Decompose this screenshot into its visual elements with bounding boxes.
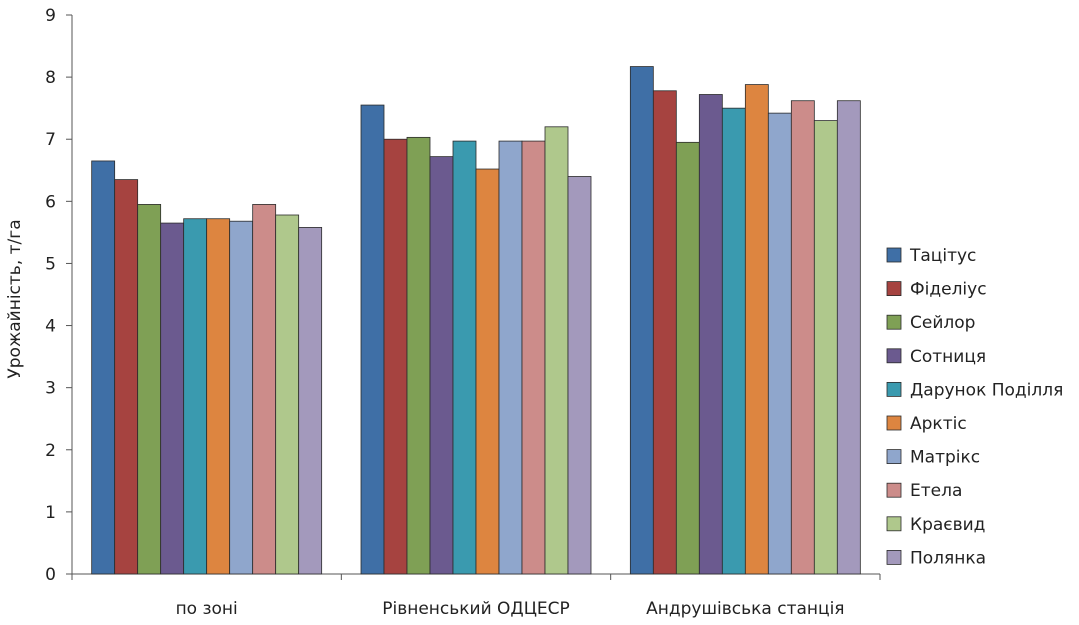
y-tick-label: 7 <box>45 130 56 150</box>
bar <box>406 136 431 575</box>
y-tick-label: 8 <box>45 68 56 88</box>
bar <box>137 204 162 575</box>
legend-swatch <box>886 449 902 465</box>
bar <box>790 100 815 575</box>
y-tick-label: 2 <box>45 441 56 461</box>
legend-swatch <box>886 381 902 397</box>
legend-label: Фіделіус <box>910 280 987 300</box>
y-axis-title: Урожайність, т/га <box>5 219 25 378</box>
legend-swatch <box>886 482 902 498</box>
bar <box>629 66 654 575</box>
legend-label: Сотниця <box>910 347 986 367</box>
legend-label: Краєвид <box>910 515 985 535</box>
bar <box>652 90 677 575</box>
bar <box>544 126 569 575</box>
y-axis: 0 1 2 3 4 5 6 7 8 9 <box>45 6 73 585</box>
bar <box>675 141 700 575</box>
bar <box>567 176 592 575</box>
legend-swatch <box>886 550 902 565</box>
legend-label: Дарунок Поділля <box>910 380 1063 400</box>
x-axis: по зоні Рівненський ОДЦЕСР Андрушівська ст… <box>71 573 881 619</box>
legend-label: Тацітус <box>909 246 976 266</box>
bar <box>721 107 746 575</box>
y-tick-label: 0 <box>45 565 56 585</box>
bar <box>383 138 408 575</box>
legend-swatch <box>886 314 902 330</box>
legend-label: Етела <box>910 481 962 501</box>
bar <box>429 156 454 575</box>
bar <box>767 112 792 575</box>
y-tick-label: 6 <box>45 192 56 212</box>
bars <box>91 66 861 575</box>
bar <box>475 168 500 575</box>
bar <box>183 218 208 575</box>
bar <box>160 222 185 575</box>
legend-label: Матрікс <box>910 448 980 468</box>
bar <box>813 120 838 575</box>
bar <box>298 227 323 575</box>
x-category-label: по зоні <box>176 599 238 619</box>
x-category-label: Андрушівська станція <box>646 599 844 619</box>
legend-swatch <box>886 348 902 364</box>
bar <box>521 140 546 575</box>
y-tick-label: 1 <box>45 503 56 523</box>
bar <box>744 84 769 575</box>
y-tick-label: 3 <box>45 379 56 399</box>
bar <box>114 179 139 575</box>
legend: Тацітус Фіделіус Сейлор Сотниця Дарунок Поді… <box>886 246 1063 568</box>
y-tick-label: 9 <box>45 6 56 26</box>
legend-label: Полянка <box>910 548 986 568</box>
x-category-label: Рівненський ОДЦЕСР <box>382 599 570 619</box>
bar <box>836 100 861 575</box>
legend-swatch <box>886 516 902 532</box>
bar <box>698 94 723 575</box>
bar <box>360 104 385 575</box>
bar <box>206 218 231 575</box>
bar <box>229 220 254 575</box>
y-tick-label: 4 <box>45 317 56 337</box>
y-tick-label: 5 <box>45 254 56 274</box>
legend-label: Сейлор <box>910 313 975 333</box>
legend-swatch <box>886 415 902 431</box>
bar <box>252 204 277 575</box>
bar <box>498 140 523 575</box>
legend-label: Арктіс <box>910 414 967 434</box>
legend-swatch <box>886 281 902 297</box>
bar <box>452 140 477 575</box>
legend-swatch <box>886 247 902 263</box>
bar <box>91 160 116 575</box>
bar <box>275 214 300 575</box>
